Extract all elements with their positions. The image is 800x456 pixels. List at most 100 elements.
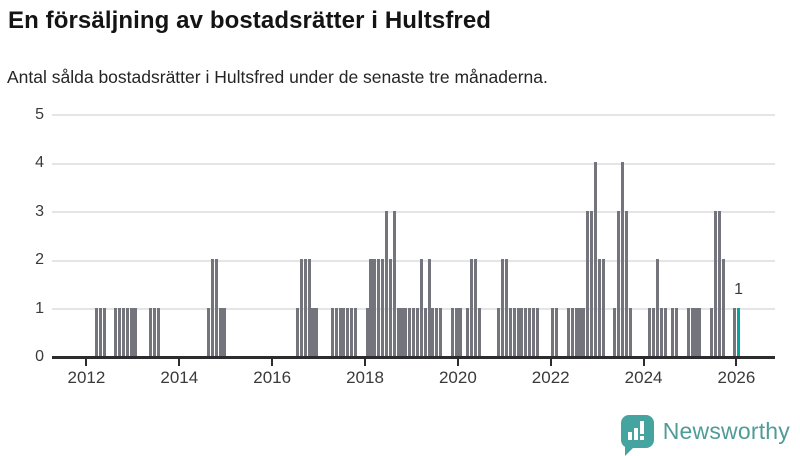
- bar-2022-07: [574, 307, 578, 356]
- bar-2018-02: [369, 259, 373, 356]
- gridline-y4: [52, 162, 775, 165]
- bar-2022-06: [570, 307, 574, 356]
- bar-2018-07: [388, 259, 392, 356]
- bar-2020-05: [473, 259, 478, 356]
- bar-2024-09: [675, 307, 679, 356]
- newsworthy-bubble-icon: [620, 414, 654, 456]
- bar-2014-09: [210, 259, 214, 356]
- bar-2021-07: [528, 307, 532, 356]
- bar-2021-06: [524, 307, 528, 356]
- bar-2024-12: [686, 307, 690, 356]
- bar-2024-02: [648, 307, 652, 356]
- y-axis-label: 1: [35, 299, 44, 317]
- bar-2019-11: [450, 307, 454, 356]
- bar-2025-09: [721, 259, 725, 356]
- bar-2022-02: [555, 307, 559, 356]
- page-title: En försäljning av bostadsrätter i Hultsf…: [8, 7, 492, 34]
- x-axis-label: 2020: [438, 368, 477, 387]
- bar-2024-06: [663, 307, 667, 356]
- bar-2019-02: [415, 307, 419, 356]
- bar-2018-09: [396, 307, 400, 356]
- bar-2025-03: [698, 307, 702, 356]
- bar-2024-08: [671, 307, 675, 356]
- bar-2018-06: [384, 210, 389, 356]
- bar-2014-10: [214, 259, 218, 356]
- bar-2012-03: [94, 307, 98, 356]
- bar-2024-05: [659, 307, 663, 356]
- newsworthy-logo[interactable]: Newsworthy: [620, 412, 790, 456]
- latest-value-label: 1: [734, 280, 744, 298]
- bar-2012-05: [102, 307, 106, 356]
- bar-2019-08: [439, 307, 443, 356]
- bar-2012-11: [125, 307, 129, 356]
- gridline-y2: [52, 259, 775, 262]
- bar-2016-07: [295, 307, 300, 356]
- bar-2017-06: [338, 307, 342, 356]
- x-axis-label: 2012: [67, 368, 106, 387]
- x-axis-tick: [735, 359, 738, 366]
- speech-bubble-tail: [624, 446, 634, 456]
- x-axis-tick: [85, 359, 88, 366]
- y-axis-label: 0: [35, 348, 44, 365]
- bar-2014-08: [206, 307, 211, 356]
- bar-2022-12: [593, 162, 597, 356]
- bar-2021-01: [504, 259, 508, 356]
- x-axis-label: 2024: [624, 368, 663, 387]
- y-axis-label: 4: [35, 154, 44, 171]
- bar-2021-03: [512, 307, 516, 356]
- bar-2020-06: [477, 307, 481, 356]
- bar-2023-08: [624, 210, 628, 356]
- bar-2018-08: [392, 210, 396, 356]
- bar-2022-09: [582, 307, 586, 356]
- x-axis-label: 2016: [253, 368, 292, 387]
- bar-2018-03: [373, 259, 377, 356]
- x-axis-label: 2022: [531, 368, 570, 387]
- bar-2013-07: [156, 307, 160, 356]
- bar-2023-06: [617, 210, 621, 356]
- bar-2013-01: [133, 307, 137, 356]
- bar-2016-12: [315, 307, 319, 356]
- bar-2019-04: [423, 307, 427, 356]
- bar-2025-01: [690, 307, 694, 356]
- bar-2021-04: [516, 307, 520, 356]
- bar-2013-06: [152, 307, 156, 356]
- logo-exclamation-dot-icon: [639, 435, 644, 440]
- bar-2014-12: [222, 307, 226, 356]
- bar-2016-08: [299, 259, 303, 356]
- x-axis-line: [52, 356, 775, 359]
- y-axis-label: 5: [35, 105, 44, 123]
- bar-2020-03: [466, 307, 470, 356]
- chart-subtitle: Antal sålda bostadsrätter i Hultsfred un…: [7, 67, 548, 87]
- bar-2017-04: [330, 307, 334, 356]
- x-axis-tick: [456, 359, 459, 366]
- bar-2016-11: [311, 307, 315, 356]
- bar-2023-01: [597, 259, 601, 356]
- gridline-y3: [52, 211, 775, 213]
- bar-2025-07: [713, 210, 717, 356]
- logo-bar-icon: [633, 427, 638, 440]
- bar-2018-04: [377, 259, 381, 356]
- x-axis-label: 2026: [717, 368, 756, 387]
- bar-2021-09: [535, 307, 539, 356]
- y-axis-label: 2: [35, 251, 44, 268]
- bar-2020-11: [497, 307, 501, 356]
- bar-2019-12: [454, 307, 458, 356]
- x-axis-label: 2018: [346, 368, 384, 387]
- gridline-y5: [52, 114, 775, 116]
- bar-2013-05: [148, 307, 153, 356]
- bar-2018-11: [404, 307, 408, 356]
- bar-2019-06: [431, 307, 435, 356]
- bar-2021-05: [520, 307, 524, 356]
- bar-2017-08: [346, 307, 350, 356]
- bar-2022-01: [551, 307, 555, 356]
- bar-2018-01: [365, 307, 369, 356]
- bar-2021-02: [508, 307, 512, 356]
- bar-2024-04: [655, 259, 659, 356]
- bar-2023-02: [601, 259, 605, 356]
- bar-2017-09: [350, 307, 354, 356]
- bar-2025-08: [717, 210, 721, 356]
- bar-2020-01: [458, 307, 462, 356]
- bar-2017-07: [342, 307, 346, 356]
